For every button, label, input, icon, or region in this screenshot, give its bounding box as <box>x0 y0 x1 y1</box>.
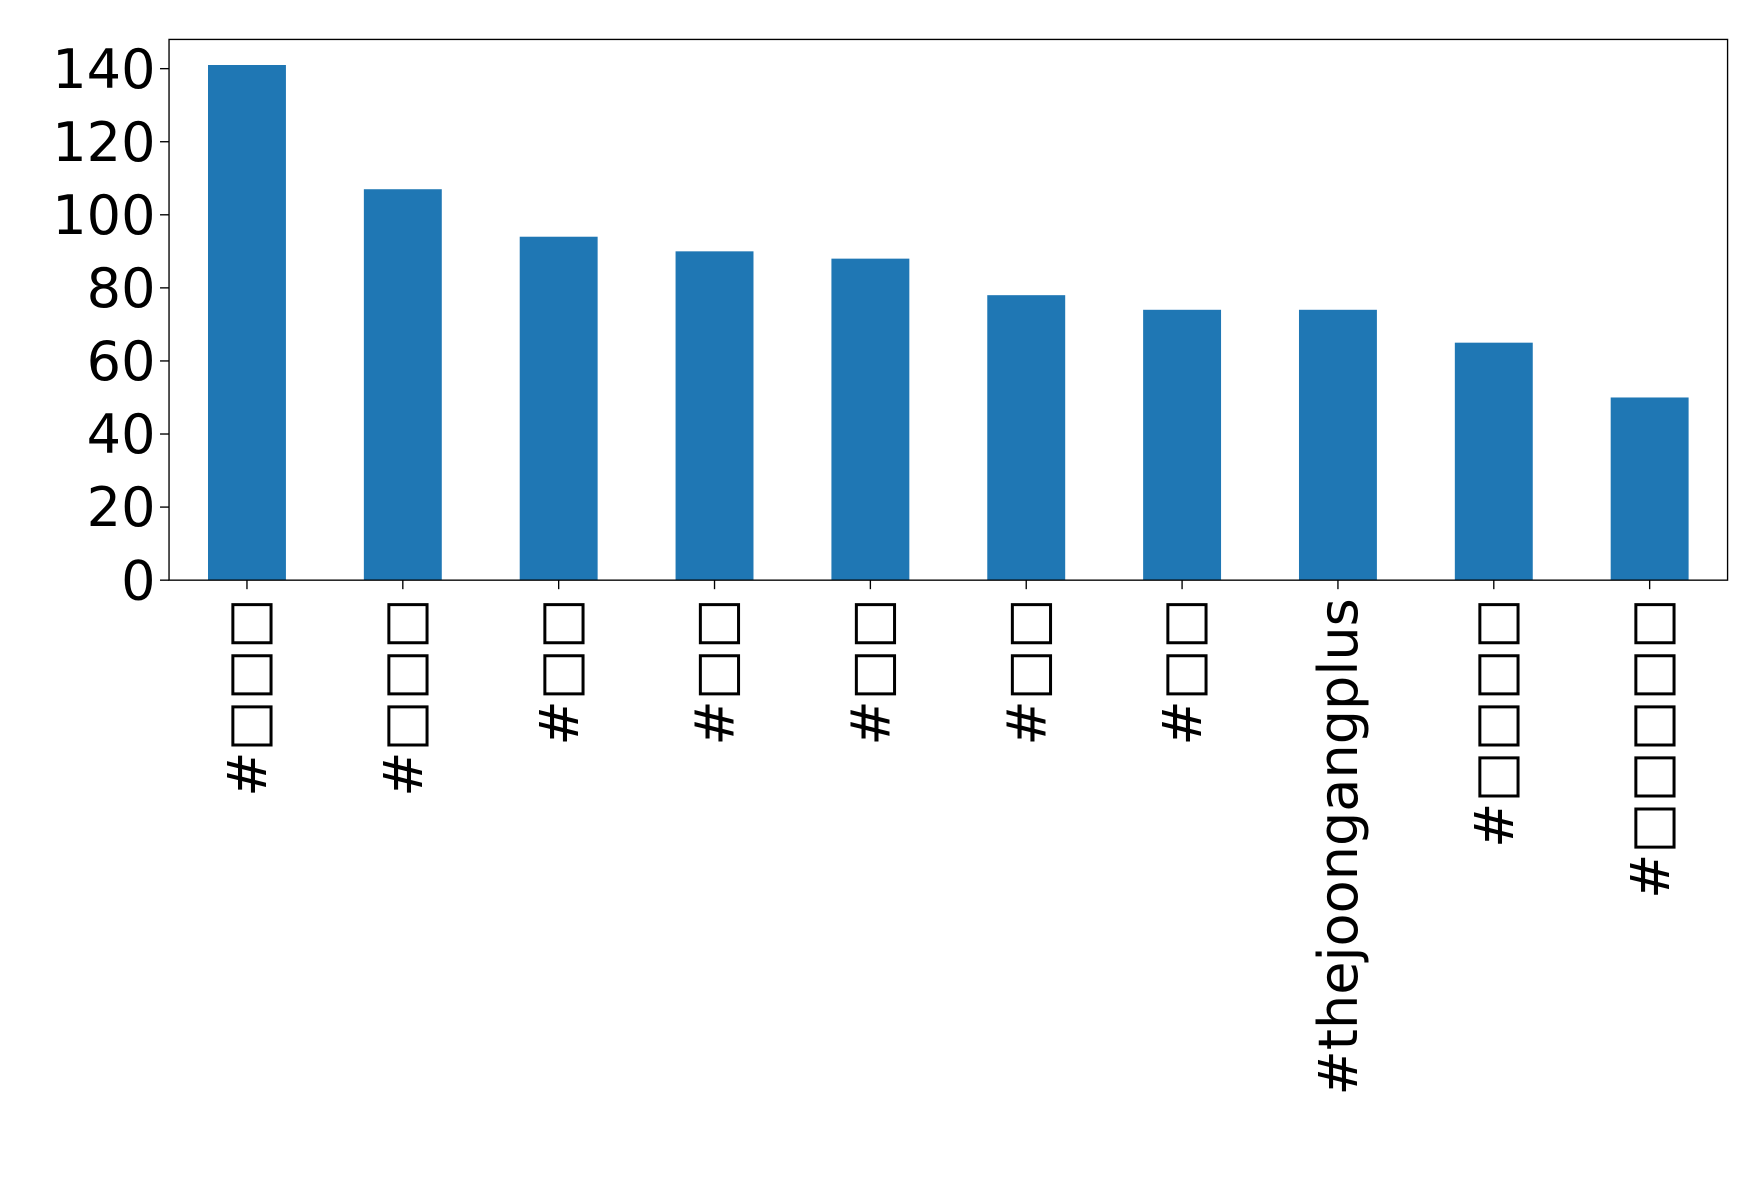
bar <box>519 236 598 581</box>
x-tick-label: #□□□□□ <box>1619 598 1682 899</box>
x-tick-label: #□□ <box>528 598 591 745</box>
x-tick-label: #□□□□ <box>1463 598 1526 848</box>
bar <box>1454 342 1533 581</box>
x-tick-label: #□□ <box>840 598 903 745</box>
y-tick-label: 0 <box>121 549 155 612</box>
bar <box>1143 309 1222 581</box>
x-tick-label: #□□ <box>995 598 1058 745</box>
x-tick-label: #□□ <box>684 598 747 745</box>
bar <box>1610 397 1689 581</box>
bar <box>1298 309 1377 581</box>
y-tick-label: 120 <box>52 111 155 174</box>
bar <box>987 295 1066 581</box>
bar <box>208 65 286 581</box>
x-tick-label: #□□ <box>1151 598 1214 745</box>
x-tick-label: #□□□ <box>372 598 435 797</box>
y-tick-label: 80 <box>87 257 156 320</box>
plot-frame <box>168 38 1729 581</box>
y-tick-label: 60 <box>87 330 156 393</box>
y-tick-label: 20 <box>87 476 156 539</box>
x-tick-label: #□□□ <box>216 598 279 797</box>
bar <box>831 258 910 581</box>
bar <box>675 251 754 581</box>
x-tick-label: #thejoongangplus <box>1307 598 1370 1095</box>
y-tick-label: 100 <box>52 184 155 247</box>
bar <box>363 189 442 581</box>
y-tick-label: 40 <box>87 403 156 466</box>
y-tick-label: 140 <box>52 38 155 101</box>
